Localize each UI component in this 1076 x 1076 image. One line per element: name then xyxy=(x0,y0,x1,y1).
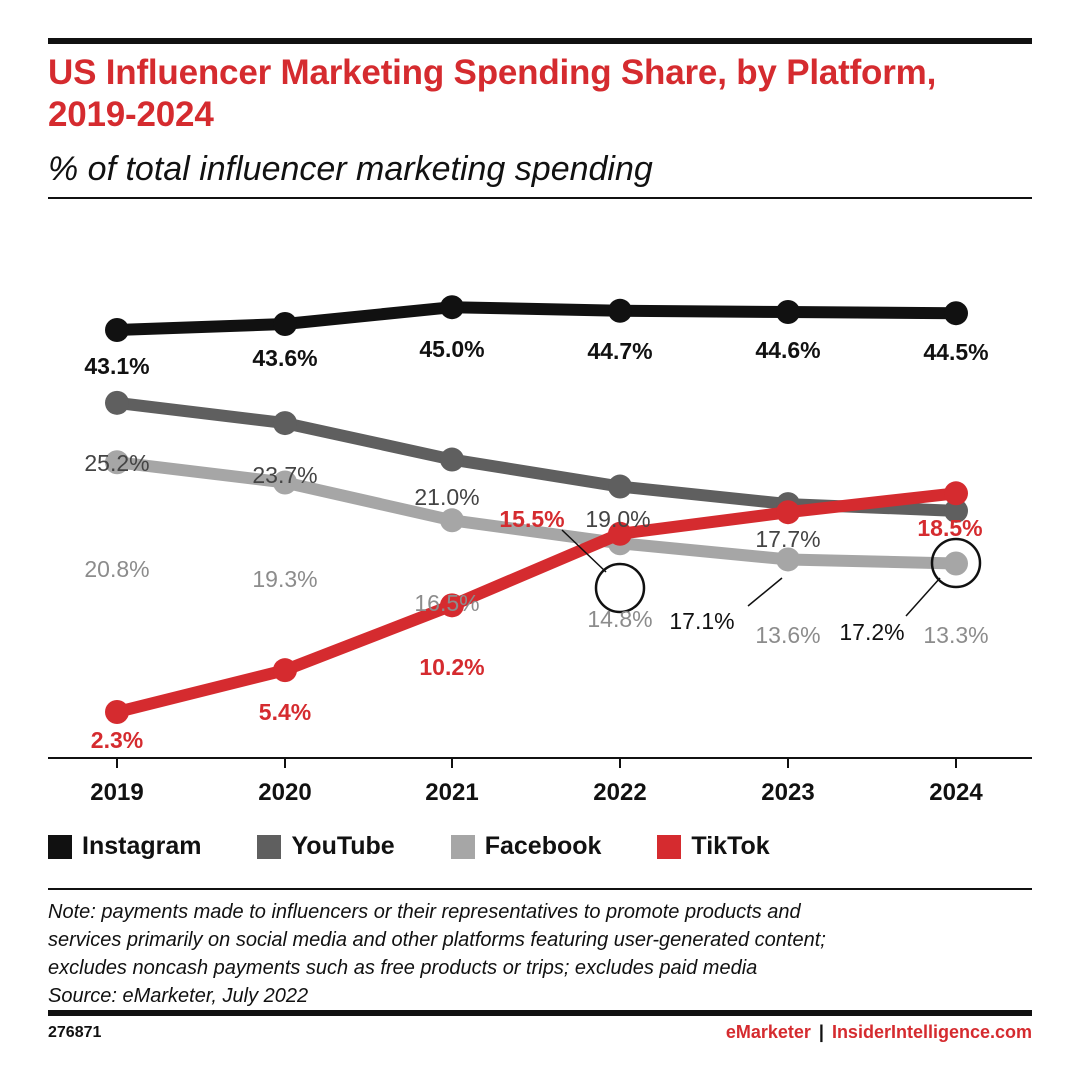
data-point-instagram xyxy=(273,312,297,336)
data-label-facebook: 16.5% xyxy=(414,590,479,616)
data-label-instagram: 43.1% xyxy=(84,353,149,379)
x-tick-label: 2019 xyxy=(90,779,143,806)
top-rule xyxy=(48,38,1032,44)
data-label-facebook: 13.3% xyxy=(923,622,988,648)
legend-swatch-tiktok xyxy=(657,834,682,859)
data-point-facebook xyxy=(273,470,297,495)
series-line-tiktok xyxy=(111,487,962,718)
data-point-youtube xyxy=(944,498,968,523)
data-label-tiktok: 15.5% xyxy=(499,506,564,532)
data-point-instagram xyxy=(776,300,800,324)
legend-label-tiktok: TikTok xyxy=(691,832,770,860)
data-point-tiktok xyxy=(105,700,129,724)
data-point-youtube xyxy=(608,474,632,499)
highlight-ring xyxy=(594,562,646,614)
note-line: excludes noncash payments such as free p… xyxy=(48,957,758,979)
data-label-instagram: 44.7% xyxy=(587,338,652,364)
data-label-instagram: 43.6% xyxy=(252,345,317,371)
series-line-facebook xyxy=(111,456,962,570)
legend-swatch-youtube xyxy=(257,834,282,859)
data-point-facebook xyxy=(440,508,464,533)
data-label-facebook: 14.8% xyxy=(587,606,652,632)
data-label-youtube: 21.0% xyxy=(414,484,479,510)
data-point-instagram xyxy=(944,301,968,326)
data-point-tiktok xyxy=(944,481,968,506)
data-point-facebook xyxy=(944,551,968,576)
leader-line xyxy=(905,577,941,617)
data-point-tiktok xyxy=(776,500,800,525)
leader-line xyxy=(561,529,607,573)
note-line: services primarily on social media and o… xyxy=(48,929,826,951)
brand-insider-intelligence-link[interactable]: InsiderIntelligence.com xyxy=(831,1022,1032,1042)
data-label-instagram: 44.5% xyxy=(923,339,988,365)
series-line-instagram xyxy=(111,301,962,336)
chart-note: Note: payments made to influencers or th… xyxy=(48,898,1032,1010)
data-point-tiktok xyxy=(608,521,632,546)
x-tick-label: 2020 xyxy=(258,779,311,806)
data-point-tiktok xyxy=(440,593,464,618)
chart-subtitle: % of total influencer marketing spending xyxy=(48,150,653,188)
data-label-tiktok: 17.1% xyxy=(669,608,734,634)
note-line: Note: payments made to influencers or th… xyxy=(48,901,801,923)
data-point-instagram xyxy=(608,298,632,323)
data-label-youtube: 23.7% xyxy=(252,462,317,488)
legend-swatch-facebook xyxy=(450,834,475,859)
x-tick-label: 2022 xyxy=(593,779,646,806)
legend-label-instagram: Instagram xyxy=(82,832,202,860)
x-tick-label: 2021 xyxy=(425,779,478,806)
legend-label-facebook: Facebook xyxy=(484,832,602,860)
legend-item-instagram: Instagram xyxy=(48,832,201,861)
data-point-youtube xyxy=(440,447,464,472)
chart-title: US Influencer Marketing Spending Share, … xyxy=(48,53,937,134)
brand-separator: | xyxy=(818,1022,824,1042)
legend-item-facebook: Facebook xyxy=(450,832,602,861)
data-label-youtube: 17.7% xyxy=(755,526,820,552)
data-label-facebook: 19.3% xyxy=(252,566,317,592)
data-label-youtube: 19.0% xyxy=(585,506,650,532)
data-point-tiktok xyxy=(273,658,297,683)
data-point-youtube xyxy=(273,411,297,436)
data-label-tiktok: 18.5% xyxy=(917,515,982,541)
data-label-youtube: 17.2% xyxy=(839,619,904,645)
data-point-facebook xyxy=(105,450,129,475)
x-tick-label: 2024 xyxy=(929,779,983,806)
footer-brand: eMarketer | InsiderIntelligence.com xyxy=(726,1022,1032,1043)
legend-swatch-instagram xyxy=(48,834,72,859)
legend-rule xyxy=(48,888,1032,890)
series-line-youtube xyxy=(111,396,962,517)
brand-emarketer: eMarketer xyxy=(725,1022,811,1042)
legend-item-youtube: YouTube xyxy=(257,832,395,861)
leader-line xyxy=(747,577,783,607)
data-point-youtube xyxy=(105,390,129,415)
legend: Instagram YouTube Facebook TikTok xyxy=(48,832,826,861)
bottom-rule xyxy=(48,1010,1032,1016)
subtitle-rule xyxy=(48,197,1032,199)
data-point-instagram xyxy=(440,295,464,320)
data-label-tiktok: 5.4% xyxy=(259,699,311,725)
data-label-instagram: 45.0% xyxy=(419,336,484,362)
data-point-instagram xyxy=(105,318,129,342)
highlight-ring xyxy=(930,537,982,589)
data-label-tiktok: 2.3% xyxy=(91,727,143,753)
data-label-youtube: 25.2% xyxy=(84,450,149,476)
line-chart: 2019 2020 2021 2022 2023 2024 43.1% 43.6% 45.0% 4… xyxy=(48,295,1032,806)
data-label-tiktok: 10.2% xyxy=(419,654,484,680)
data-label-facebook: 13.6% xyxy=(755,622,820,648)
x-tick-label: 2023 xyxy=(761,779,814,806)
data-label-instagram: 44.6% xyxy=(755,337,820,363)
legend-item-tiktok: TikTok xyxy=(657,832,770,861)
data-label-facebook: 20.8% xyxy=(84,556,149,582)
chart-id: 276871 xyxy=(48,1024,102,1041)
source-line: Source: eMarketer, July 2022 xyxy=(48,985,309,1007)
data-point-facebook xyxy=(776,547,800,572)
legend-label-youtube: YouTube xyxy=(291,832,395,860)
